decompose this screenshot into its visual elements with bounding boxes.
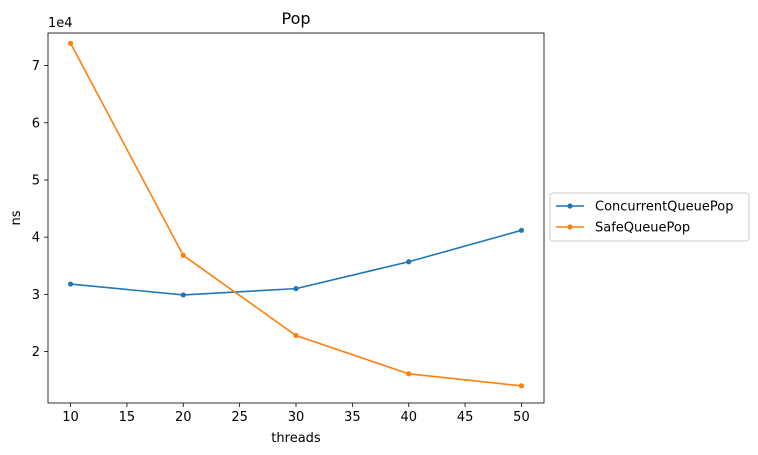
data-point: [293, 286, 299, 292]
data-point: [67, 281, 74, 287]
y-tick-label: 6: [32, 116, 40, 131]
x-tick-label: 30: [288, 410, 305, 425]
y-tick-label: 4: [32, 231, 40, 246]
data-point: [180, 292, 186, 298]
legend: ConcurrentQueuePop SafeQueuePop: [549, 192, 750, 242]
y-tick-label: 7: [32, 59, 40, 74]
x-axis-label: threads: [271, 431, 321, 446]
series-line: [70, 229, 522, 296]
data-point: [518, 383, 525, 389]
y-offset-label: 1e4: [48, 16, 73, 31]
data-point: [180, 252, 186, 259]
x-tick-label: 45: [457, 410, 474, 425]
legend-label: ConcurrentQueuePop: [595, 200, 733, 215]
data-point: [67, 40, 74, 46]
data-point: [518, 227, 525, 233]
data-point: [406, 259, 412, 265]
plot-frame: [47, 32, 545, 404]
x-tick-label: 10: [62, 410, 79, 425]
legend-box: [549, 192, 750, 242]
x-tick-label: 50: [513, 410, 530, 425]
data-point: [293, 332, 299, 339]
x-tick-label: 40: [400, 410, 417, 425]
x-tick-label: 35: [344, 410, 361, 425]
x-tick-label: 25: [231, 410, 248, 425]
data-point: [406, 371, 412, 377]
chart-title: Pop: [281, 9, 310, 28]
legend-marker: [567, 224, 573, 230]
legend-marker: [567, 203, 573, 209]
x-tick-label: 15: [119, 410, 136, 425]
legend-label: SafeQueuePop: [595, 221, 690, 236]
y-tick-label: 3: [32, 288, 40, 303]
y-axis-label: ns: [9, 210, 24, 225]
y-tick-label: 2: [32, 345, 40, 360]
x-tick-label: 20: [175, 410, 192, 425]
y-tick-label: 5: [32, 173, 40, 188]
